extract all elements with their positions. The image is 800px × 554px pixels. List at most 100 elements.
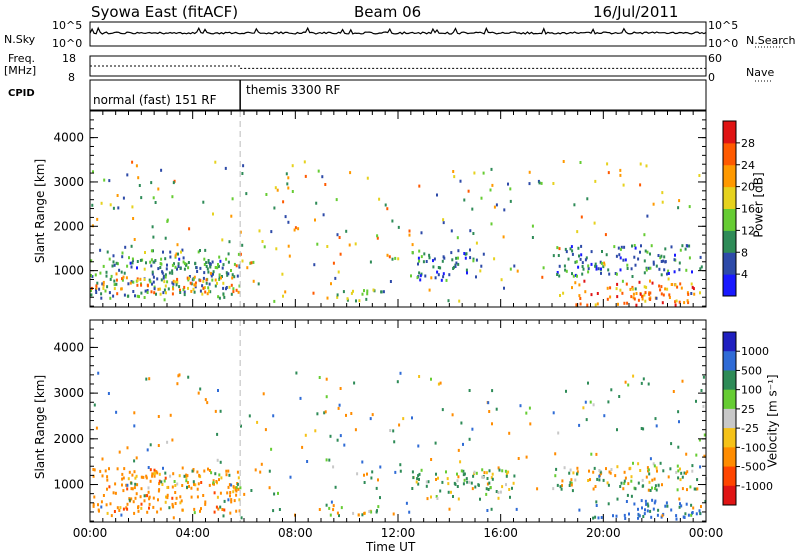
nave-tick-bottom: 0 (708, 71, 715, 84)
data-cell (655, 466, 658, 470)
data-cell (334, 276, 337, 280)
data-cell (596, 292, 599, 295)
data-cell (622, 183, 625, 187)
data-cell (586, 303, 589, 307)
data-cell (691, 285, 694, 289)
data-cell (219, 491, 222, 495)
data-cell (287, 186, 290, 190)
data-cell (114, 491, 117, 495)
data-cell (631, 244, 633, 248)
data-cell (691, 469, 694, 473)
data-cell (137, 509, 140, 513)
data-cell (417, 262, 419, 266)
data-cell (575, 260, 578, 264)
data-cell (571, 249, 574, 253)
data-cell (501, 485, 504, 489)
data-cell (630, 295, 633, 299)
data-cell (95, 426, 98, 430)
data-cell (577, 265, 580, 269)
data-cell (355, 299, 357, 303)
data-cell (661, 200, 664, 204)
data-cell (531, 236, 534, 239)
data-cell (159, 287, 161, 291)
data-cell (209, 271, 212, 275)
data-cell (430, 495, 432, 499)
data-cell (108, 485, 111, 489)
data-cell (147, 490, 150, 494)
data-cell (183, 267, 186, 271)
data-cell (674, 303, 677, 307)
data-cell (645, 285, 648, 289)
data-cell (647, 488, 650, 492)
data-cell (134, 496, 137, 500)
data-cell (626, 493, 629, 497)
data-cell (595, 265, 598, 269)
data-cell (616, 428, 618, 432)
data-cell (112, 491, 115, 495)
data-cell (174, 254, 177, 258)
data-cell (304, 174, 307, 178)
data-cell (332, 504, 335, 508)
data-cell (664, 287, 667, 291)
data-cell (488, 469, 491, 473)
data-cell (397, 257, 400, 261)
data-cell (345, 413, 347, 417)
data-cell (189, 281, 192, 285)
colorbar-tick-label: -500 (741, 461, 766, 474)
data-cell (411, 487, 414, 490)
data-cell (453, 175, 456, 179)
data-cell (208, 483, 211, 487)
data-cell (419, 274, 422, 278)
data-cell (455, 256, 458, 260)
data-cell (246, 266, 249, 270)
data-cell (171, 269, 174, 273)
data-cell (578, 294, 581, 298)
data-cell (648, 472, 651, 476)
data-cell (463, 198, 466, 202)
data-cell (623, 479, 626, 483)
data-cell (436, 270, 439, 274)
data-cell (480, 264, 483, 268)
data-cell (220, 276, 222, 280)
nsearch-tick-top: 10^5 (708, 19, 739, 32)
data-cell (219, 409, 222, 413)
data-cell (164, 500, 167, 504)
data-cell (554, 474, 557, 478)
data-cell (662, 259, 665, 263)
data-cell (580, 253, 583, 257)
data-cell (685, 502, 688, 506)
nsky-tick-top: 10^5 (52, 19, 83, 32)
data-cell (104, 289, 107, 293)
data-cell (339, 252, 342, 256)
data-cell (375, 510, 378, 514)
data-cell (417, 256, 420, 260)
data-cell (640, 499, 643, 503)
data-cell (570, 245, 573, 249)
data-cell (649, 279, 651, 283)
data-cell (464, 256, 467, 260)
data-cell (471, 487, 474, 491)
data-cell (558, 247, 561, 251)
freq-tick-top: 18 (62, 52, 76, 65)
data-cell (172, 472, 175, 476)
data-cell (412, 476, 415, 480)
data-cell (228, 483, 231, 487)
data-cell (99, 271, 102, 275)
data-cell (143, 296, 146, 299)
data-cell (204, 500, 207, 504)
data-cell (475, 241, 478, 245)
data-cell (166, 486, 169, 489)
data-cell (633, 244, 636, 247)
data-cell (676, 285, 679, 289)
data-cell (678, 268, 681, 272)
data-cell (643, 293, 646, 297)
data-cell (667, 475, 670, 479)
data-cell (405, 501, 408, 505)
data-cell (337, 406, 340, 410)
data-cell (163, 298, 166, 302)
data-cell (640, 381, 643, 385)
data-cell (225, 271, 228, 275)
data-cell (428, 253, 431, 257)
data-cell (365, 297, 368, 301)
data-cell (620, 245, 623, 249)
